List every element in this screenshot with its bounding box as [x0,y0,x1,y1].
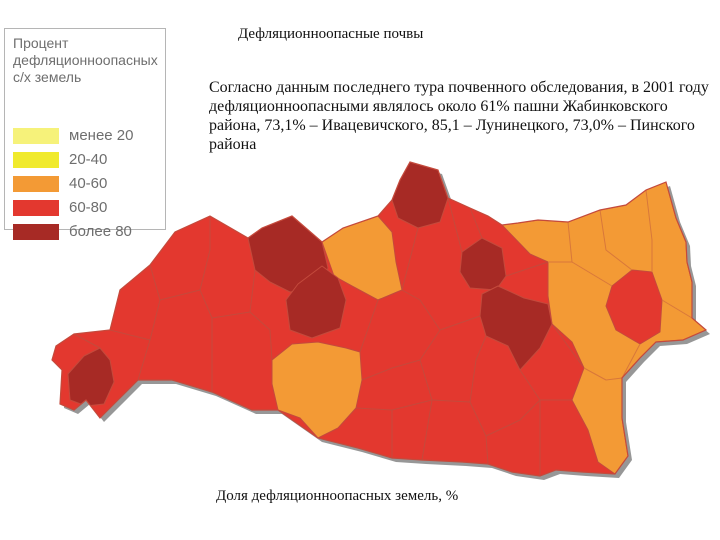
description-text: Согласно данным последнего тура почвенно… [209,79,709,153]
legend-label: 40-60 [69,175,108,192]
legend-label: 60-80 [69,199,108,216]
legend-swatch [13,224,59,240]
legend-label: 20-40 [69,151,108,168]
district-darkred-center [479,285,553,371]
map-legend: Процент дефляционноопасных с/х земель ме… [4,28,166,240]
legend-swatch [13,152,59,168]
legend-swatch [13,200,59,216]
district-borders-orange [548,189,693,381]
map-title: Дефляционноопасные почвы [238,26,424,42]
legend-swatch [13,176,59,192]
district-darkred-north [391,162,449,229]
legend-item-less-20: менее 20 [13,127,163,147]
legend-item-20-40: 20-40 [13,151,163,171]
legend-title: Процент дефляционноопасных с/х земель [13,35,158,85]
legend-label: более 80 [69,223,132,240]
legend-label: менее 20 [69,127,134,144]
legend-item-40-60: 40-60 [13,175,163,195]
region-outline [51,161,708,477]
map-caption: Доля дефляционноопасных земель, % [216,488,459,504]
district-darkred-west-center [285,265,347,339]
legend-swatch [13,128,59,144]
legend-item-over-80: более 80 [13,223,163,243]
district-darkred-southwest [67,347,115,407]
legend-item-60-80: 60-80 [13,199,163,219]
district-red-east-enclave [605,269,663,345]
district-borders [73,197,585,476]
district-darkred-northeast [459,237,507,291]
